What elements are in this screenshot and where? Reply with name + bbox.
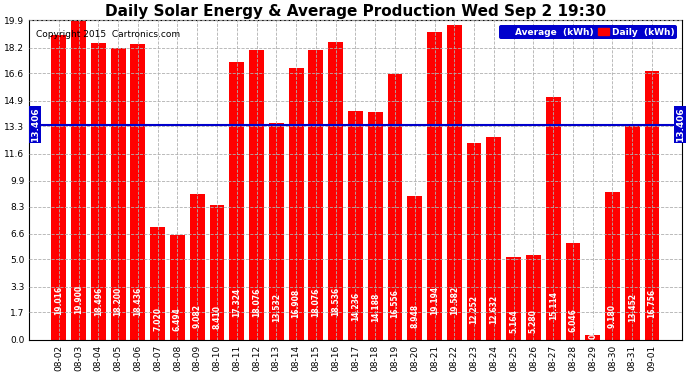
Text: 19.900: 19.900 [74,285,83,314]
Text: 19.194: 19.194 [430,286,439,315]
Bar [427,32,442,340]
Bar [625,124,640,340]
Text: 13.532: 13.532 [272,293,281,322]
Text: 7.020: 7.020 [153,307,162,331]
Bar [348,111,363,340]
Bar [546,97,560,340]
Bar [466,143,482,340]
Bar [585,335,600,340]
Bar [526,255,541,340]
Text: 8.410: 8.410 [213,305,221,329]
Text: 16.756: 16.756 [647,289,656,318]
Text: 16.908: 16.908 [292,289,301,318]
Text: 18.076: 18.076 [252,287,261,316]
Bar [91,43,106,340]
Text: 12.252: 12.252 [470,295,479,324]
Bar [308,50,324,340]
Bar [328,42,343,340]
Text: 0.268: 0.268 [588,315,598,339]
Text: 15.114: 15.114 [549,291,558,320]
Text: 17.324: 17.324 [233,288,241,318]
Text: 5.280: 5.280 [529,309,538,333]
Bar [506,257,521,340]
Text: 13.452: 13.452 [628,294,637,322]
Bar [388,74,402,340]
Text: 9.082: 9.082 [193,304,201,328]
Bar [51,34,66,340]
Bar [288,68,304,340]
Text: 14.236: 14.236 [351,292,360,321]
Text: 16.556: 16.556 [391,290,400,318]
Text: 13.406: 13.406 [676,107,684,142]
Text: 18.200: 18.200 [114,287,123,316]
Text: 18.436: 18.436 [133,287,142,316]
Bar [190,194,205,340]
Bar [249,50,264,340]
Bar [368,112,383,340]
Bar [210,205,224,340]
Text: 6.046: 6.046 [569,308,578,332]
Text: 5.164: 5.164 [509,309,518,333]
Text: 18.536: 18.536 [331,287,340,316]
Bar [407,196,422,340]
Text: 12.632: 12.632 [489,294,498,324]
Bar [269,123,284,340]
Text: 19.016: 19.016 [55,286,63,315]
Bar [110,48,126,340]
Text: 18.076: 18.076 [311,287,320,316]
Text: 8.948: 8.948 [411,304,420,328]
Text: 18.496: 18.496 [94,287,103,316]
Bar [644,71,660,340]
Text: 14.188: 14.188 [371,292,380,321]
Text: 13.406: 13.406 [30,107,39,142]
Bar [566,243,580,340]
Bar [170,236,185,340]
Text: 19.582: 19.582 [450,285,459,315]
Text: Copyright 2015  Cartronics.com: Copyright 2015 Cartronics.com [36,30,180,39]
Bar [229,62,244,340]
Bar [447,26,462,340]
Title: Daily Solar Energy & Average Production Wed Sep 2 19:30: Daily Solar Energy & Average Production … [105,4,606,19]
Bar [605,192,620,340]
Bar [130,44,146,340]
Text: 9.180: 9.180 [608,304,617,328]
Bar [150,227,165,340]
Text: 6.494: 6.494 [173,308,182,332]
Legend: Average  (kWh), Daily  (kWh): Average (kWh), Daily (kWh) [499,25,677,39]
Bar [486,137,501,340]
Bar [71,20,86,340]
